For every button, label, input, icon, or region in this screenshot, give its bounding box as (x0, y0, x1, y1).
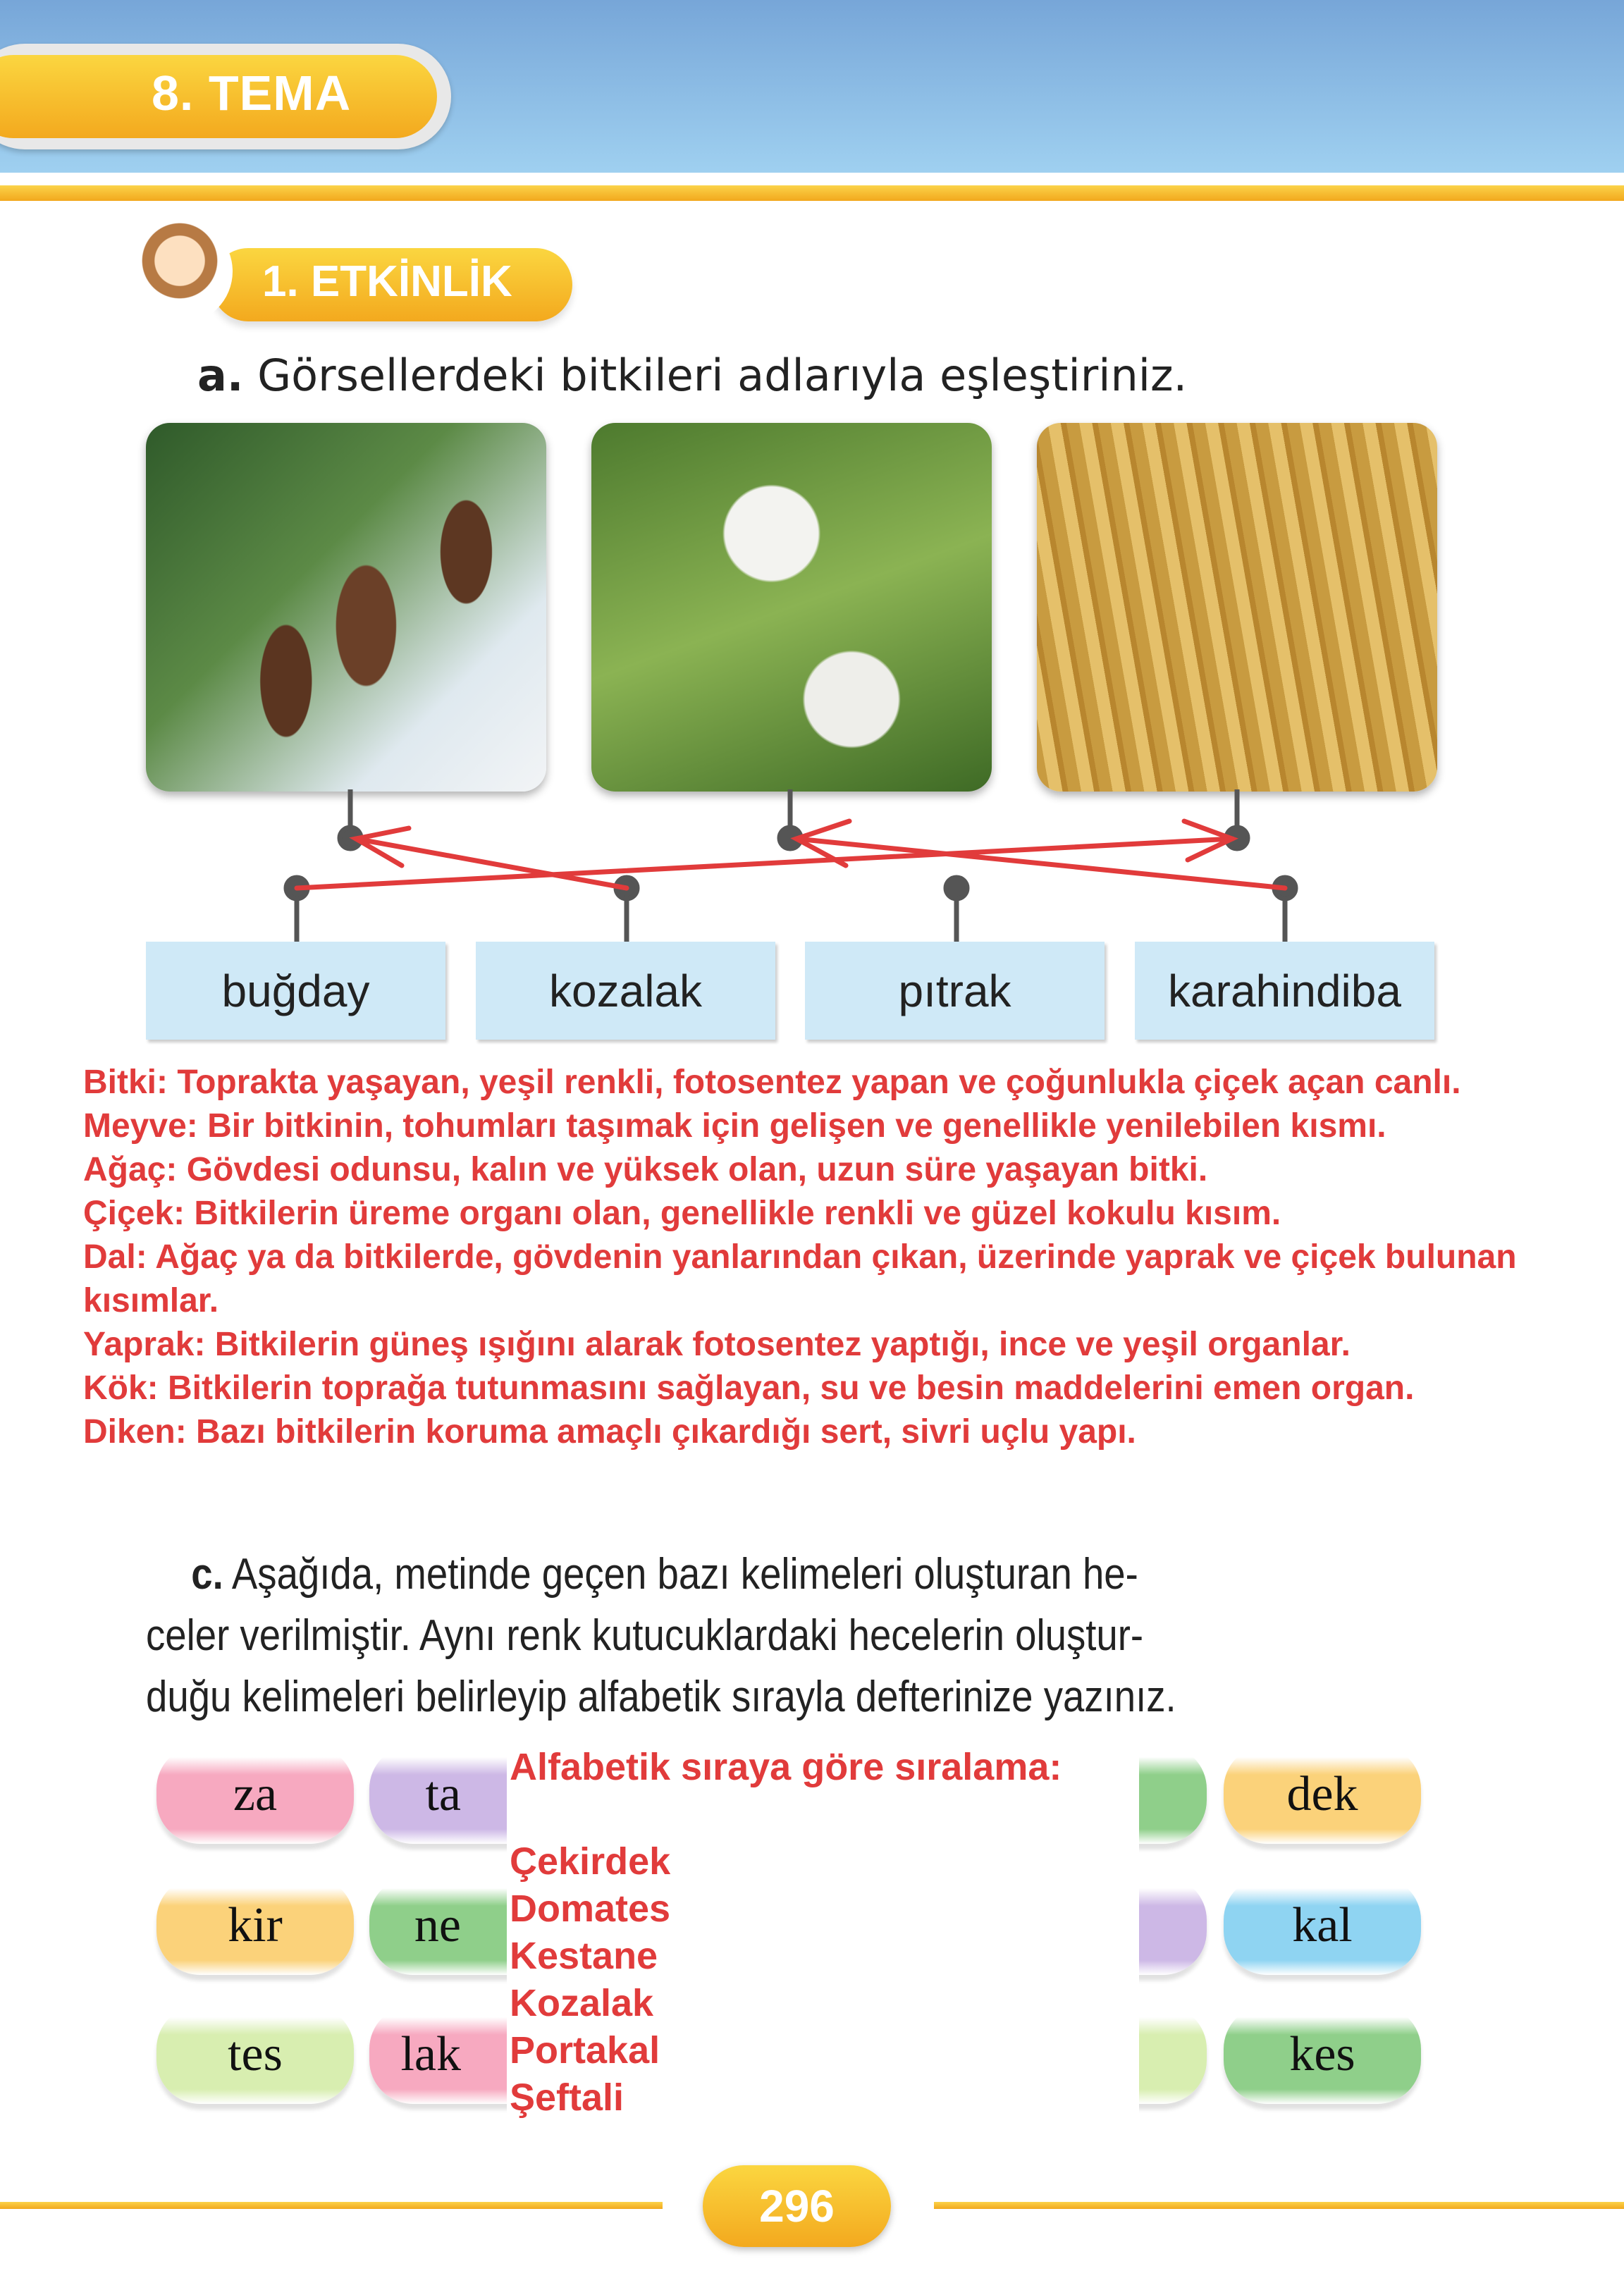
syllable-pill: dek (1224, 1745, 1421, 1844)
arrow-kozalak-to-pine (349, 825, 629, 891)
part-c-line-3: duğu kelimeleri belirleyip alfabetik sır… (146, 1673, 1176, 1721)
answer-item: Çekirdek (510, 1840, 671, 1883)
syllable-pill: kir (156, 1876, 354, 1975)
definition-cicek: Çiçek: Bitkilerin üreme organı olan, gen… (83, 1195, 1281, 1232)
definition-kok: Kök: Bitkilerin toprağa tutunmasını sağl… (83, 1369, 1415, 1407)
definition-dal: Dal: Ağaç ya da bitkilerde, gövdenin yan… (83, 1238, 1517, 1319)
label-bugday: buğday (146, 942, 445, 1040)
label-karahindiba: karahindiba (1135, 942, 1434, 1040)
definition-diken: Diken: Bazı bitkilerin koruma amaçlı çık… (83, 1413, 1136, 1451)
activity-badge (211, 248, 572, 321)
label-kozalak: kozalak (476, 942, 775, 1040)
syllable-pill: kal (1224, 1876, 1421, 1975)
matching-lines (283, 789, 1298, 942)
wheat-image (1037, 423, 1437, 792)
answer-item: Domates (510, 1888, 671, 1930)
part-a-text: Görsellerdeki bitkileri adlarıyla eşleşt… (257, 350, 1188, 401)
part-c-instruction: c. Aşağıda, metinde geçen bazı kelimeler… (146, 1544, 1436, 1728)
syllable-pill: za (156, 1745, 354, 1844)
part-c-line-1: Aşağıda, metinde geçen bazı kelimeleri o… (231, 1550, 1138, 1599)
footer-line-right (934, 2202, 1624, 2209)
part-c-letter: c. (191, 1550, 223, 1599)
answer-item: Portakal (510, 2029, 660, 2072)
pine-cone-image (146, 423, 546, 792)
definition-yaprak: Yaprak: Bitkilerin güneş ışığını alarak … (83, 1326, 1351, 1363)
dot-pitrak (943, 875, 970, 901)
activity-label: 1. ETKİNLİK (262, 257, 512, 306)
definition-bitki: Bitki: Toprakta yaşayan, yeşil renkli, f… (83, 1064, 1461, 1101)
answer-item: Kestane (510, 1935, 658, 1977)
definition-meyve: Meyve: Bir bitkinin, tohumları taşımak i… (83, 1107, 1386, 1145)
dandelion-image (591, 423, 992, 792)
theme-label: 8. TEMA (152, 66, 352, 121)
header-divider (0, 173, 1624, 185)
definitions-list: Bitki: Toprakta yaşayan, yeşil renkli, f… (83, 1061, 1620, 1454)
answer-item: Kozalak (510, 1982, 654, 2024)
page-number: 296 (703, 2165, 891, 2247)
arrow-karahindiba-to-dandelion (790, 818, 1288, 891)
footer-line-left (0, 2202, 663, 2209)
girl-mascot-icon (127, 218, 233, 324)
syllable-pill: kes (1224, 2005, 1421, 2104)
answer-item: Şeftali (510, 2076, 625, 2119)
header-stripe (0, 185, 1624, 201)
part-a-letter: a. (197, 350, 244, 401)
definition-agac: Ağaç: Gövdesi odunsu, kalın ve yüksek ol… (83, 1151, 1208, 1188)
part-c-line-2: celer verilmiştir. Aynı renk kutucuklard… (146, 1611, 1144, 1660)
part-a-instruction: a. Görsellerdeki bitkileri adlarıyla eşl… (197, 350, 1187, 401)
answer-title: Alfabetik sıraya göre sıralama: (510, 1746, 1062, 1788)
theme-badge-inner (0, 55, 437, 138)
syllable-pill: tes (156, 2005, 354, 2104)
answer-overlay: Alfabetik sıraya göre sıralama: Çekirdek… (507, 1745, 1139, 2147)
label-pitrak: pıtrak (805, 942, 1105, 1040)
arrow-bugday-to-wheat (294, 818, 1239, 891)
